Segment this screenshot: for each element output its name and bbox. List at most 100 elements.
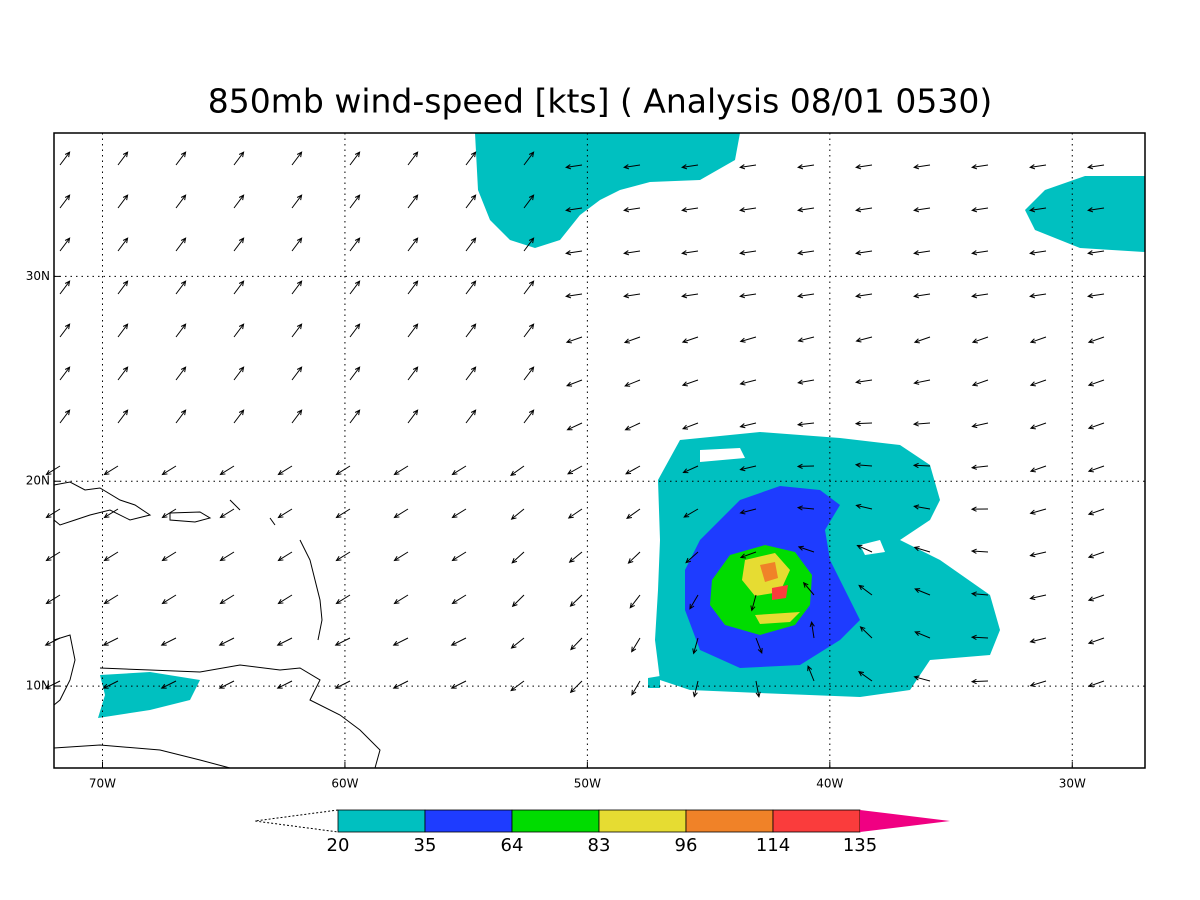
colorbar-label: 35 — [414, 835, 437, 856]
x-tick-label: 40W — [816, 777, 843, 791]
wind-vector — [510, 508, 525, 520]
y-tick-label: 10N — [26, 679, 50, 693]
colorbar-label: 20 — [327, 835, 350, 856]
wind-vector — [117, 366, 129, 381]
wind-vector — [103, 594, 119, 605]
wind-vector — [44, 680, 61, 689]
wind-vector — [1087, 637, 1105, 645]
wind-vector — [450, 680, 467, 689]
wind-vector — [161, 594, 177, 605]
wind-vector — [739, 465, 757, 472]
wind-vector — [623, 293, 641, 299]
wind-vector — [523, 323, 535, 338]
wind-vector — [565, 164, 583, 170]
wind-vector — [631, 637, 641, 653]
wind-vector — [809, 621, 815, 639]
field-20 — [1025, 176, 1145, 252]
wind-vector — [59, 237, 71, 252]
wind-vector — [567, 465, 583, 475]
wind-vector — [349, 323, 361, 338]
colorbar-label: 135 — [843, 835, 877, 856]
field-gap — [700, 448, 745, 462]
wind-vector — [1029, 379, 1047, 387]
wind-vector — [913, 336, 931, 344]
wind-vector — [59, 151, 71, 166]
wind-vector — [349, 366, 361, 381]
wind-vector — [855, 379, 873, 385]
wind-vector — [407, 280, 419, 295]
wind-vector — [681, 379, 699, 387]
wind-speed-fields — [98, 133, 1145, 718]
wind-vector — [407, 323, 419, 338]
wind-vector — [971, 207, 989, 213]
wind-vector — [570, 637, 583, 651]
wind-vector — [511, 594, 525, 608]
wind-vector — [739, 207, 757, 213]
wind-vector — [912, 421, 931, 427]
wind-vector — [913, 379, 931, 385]
wind-vector — [510, 465, 525, 477]
wind-vector — [59, 194, 71, 209]
wind-vector — [510, 680, 525, 692]
wind-vector — [854, 462, 873, 468]
wind-vector — [565, 336, 583, 344]
colorbar-label: 96 — [675, 835, 698, 856]
wind-vector — [117, 409, 129, 424]
wind-vector — [1029, 637, 1047, 644]
wind-vector — [59, 409, 71, 424]
wind-vector — [913, 250, 931, 256]
coastline — [53, 744, 231, 769]
wind-vector — [797, 293, 815, 299]
field-20 — [98, 672, 200, 718]
wind-vector — [855, 207, 873, 213]
wind-vector — [334, 637, 351, 646]
colorbar-box — [424, 809, 513, 833]
wind-vector — [1029, 207, 1047, 213]
wind-vectors — [44, 151, 1105, 698]
wind-vector — [451, 594, 467, 605]
wind-vector — [739, 551, 757, 559]
wind-vector — [856, 544, 873, 553]
wind-vector — [335, 508, 351, 519]
wind-vector — [335, 551, 351, 562]
wind-vector — [233, 409, 245, 424]
wind-vector — [465, 194, 477, 209]
wind-vector — [291, 151, 303, 166]
wind-vector — [913, 207, 931, 213]
wind-vector — [102, 680, 119, 689]
wind-vector — [335, 594, 351, 605]
wind-vector — [913, 675, 931, 682]
colorbar-label: 64 — [501, 835, 524, 856]
wind-vector — [175, 237, 187, 252]
colorbar-box — [337, 809, 426, 833]
wind-vector — [739, 422, 757, 429]
wind-vector — [233, 280, 245, 295]
wind-vector — [277, 508, 293, 519]
wind-vector — [291, 280, 303, 295]
wind-vector — [681, 293, 699, 299]
wind-vector — [117, 151, 129, 166]
wind-vector — [689, 594, 699, 610]
wind-vector — [565, 207, 583, 213]
wind-vector — [750, 594, 757, 612]
colorbar-label: 114 — [756, 835, 790, 856]
wind-vector — [175, 366, 187, 381]
wind-vector — [913, 164, 931, 170]
x-tick-label: 70W — [89, 777, 116, 791]
wind-vector — [1029, 250, 1047, 256]
wind-vector — [739, 250, 757, 256]
wind-vector — [59, 366, 71, 381]
wind-vector — [855, 336, 873, 343]
wind-vector — [161, 465, 177, 476]
wind-vector — [858, 584, 873, 596]
wind-vector — [277, 465, 293, 476]
wind-vector — [523, 194, 535, 209]
wind-vector — [565, 293, 583, 299]
wind-vector — [569, 680, 583, 694]
wind-vector — [631, 680, 641, 696]
wind-vector — [807, 665, 815, 682]
wind-vector — [626, 508, 641, 519]
wind-vector — [685, 551, 699, 564]
wind-vector — [277, 594, 293, 605]
wind-vector — [566, 422, 583, 431]
